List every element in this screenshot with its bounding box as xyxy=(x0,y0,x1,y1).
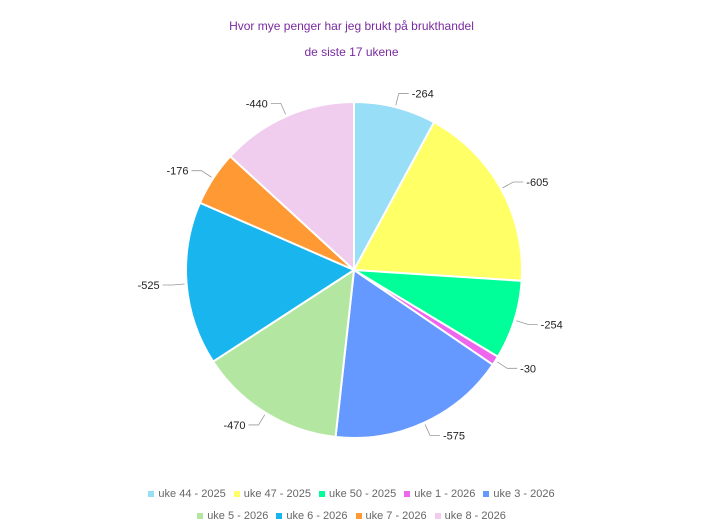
legend-row: uke 5 - 2026 uke 6 - 2026 uke 7 - 2026 uke … xyxy=(0,505,703,527)
legend-item[interactable]: uke 6 - 2026 xyxy=(276,510,348,522)
slice-value-label: -440 xyxy=(246,98,268,110)
legend-swatch xyxy=(276,513,283,519)
legend-swatch xyxy=(404,491,411,497)
slice-label-leader xyxy=(496,361,518,369)
legend-label: uke 5 - 2026 xyxy=(207,510,269,522)
legend-swatch xyxy=(483,491,490,497)
pie-slice[interactable] xyxy=(228,100,355,273)
slice-value-label: -525 xyxy=(138,280,160,292)
slice-label-leader xyxy=(395,93,409,106)
legend-item[interactable]: uke 47 - 2025 xyxy=(233,488,311,500)
slice-label-leader xyxy=(248,414,266,426)
pie-slice[interactable] xyxy=(211,268,356,439)
legend-label: uke 8 - 2026 xyxy=(444,510,506,522)
chart-legend: uke 44 - 2025 uke 47 - 2025 uke 50 - 2025 u… xyxy=(0,483,703,527)
legend-label: uke 50 - 2025 xyxy=(328,488,397,500)
pie-slice[interactable] xyxy=(352,120,523,282)
legend-item[interactable]: uke 7 - 2026 xyxy=(355,510,427,522)
legend-swatch xyxy=(318,491,325,497)
slice-value-label: -575 xyxy=(443,430,465,442)
slice-label-leader xyxy=(162,283,185,286)
legend-label: uke 3 - 2026 xyxy=(493,488,555,500)
legend-swatch xyxy=(148,491,155,497)
slice-value-label: -470 xyxy=(223,420,245,432)
legend-item[interactable]: uke 8 - 2026 xyxy=(434,510,506,522)
legend-item[interactable]: uke 1 - 2026 xyxy=(404,488,475,500)
legend-swatch xyxy=(233,491,240,497)
legend-item[interactable]: uke 44 - 2025 xyxy=(148,488,226,500)
legend-label: uke 7 - 2026 xyxy=(365,510,427,522)
legend-label: uke 1 - 2026 xyxy=(414,488,476,500)
legend-item[interactable]: uke 3 - 2026 xyxy=(483,488,555,500)
slice-value-label: -176 xyxy=(166,166,188,178)
legend-swatch xyxy=(197,513,204,519)
legend-label: uke 44 - 2025 xyxy=(158,488,226,500)
legend-label: uke 47 - 2025 xyxy=(243,488,311,500)
legend-swatch xyxy=(434,513,441,519)
chart-subtitle: de siste 17 ukene xyxy=(304,45,399,59)
slice-label-leader xyxy=(270,102,286,115)
legend-row: uke 44 - 2025 uke 47 - 2025 uke 50 - 2025 u… xyxy=(0,483,703,505)
slice-value-label: -605 xyxy=(526,177,548,189)
chart-title-block: Hvor mye penger har jeg brukt på bruktha… xyxy=(0,12,703,64)
slice-label-leader xyxy=(516,320,538,325)
slice-value-label: -254 xyxy=(541,319,563,331)
slice-label-leader xyxy=(502,181,524,189)
chart-title: Hvor mye penger har jeg brukt på bruktha… xyxy=(229,19,474,33)
slice-label-leader xyxy=(424,424,441,436)
pie-slice[interactable] xyxy=(185,201,357,363)
legend-swatch xyxy=(355,513,362,519)
slice-label-leader xyxy=(191,170,212,178)
pie-chart: -264 -605 -254 -30 -575 -470 -525 -176 -440 xyxy=(138,89,563,443)
slice-value-label: -264 xyxy=(412,89,434,101)
legend-item[interactable]: uke 5 - 2026 xyxy=(197,510,268,522)
legend-label: uke 6 - 2026 xyxy=(286,510,348,522)
slice-value-label: -30 xyxy=(520,363,536,375)
pie-slice[interactable] xyxy=(334,268,495,439)
legend-item[interactable]: uke 50 - 2025 xyxy=(318,488,397,500)
